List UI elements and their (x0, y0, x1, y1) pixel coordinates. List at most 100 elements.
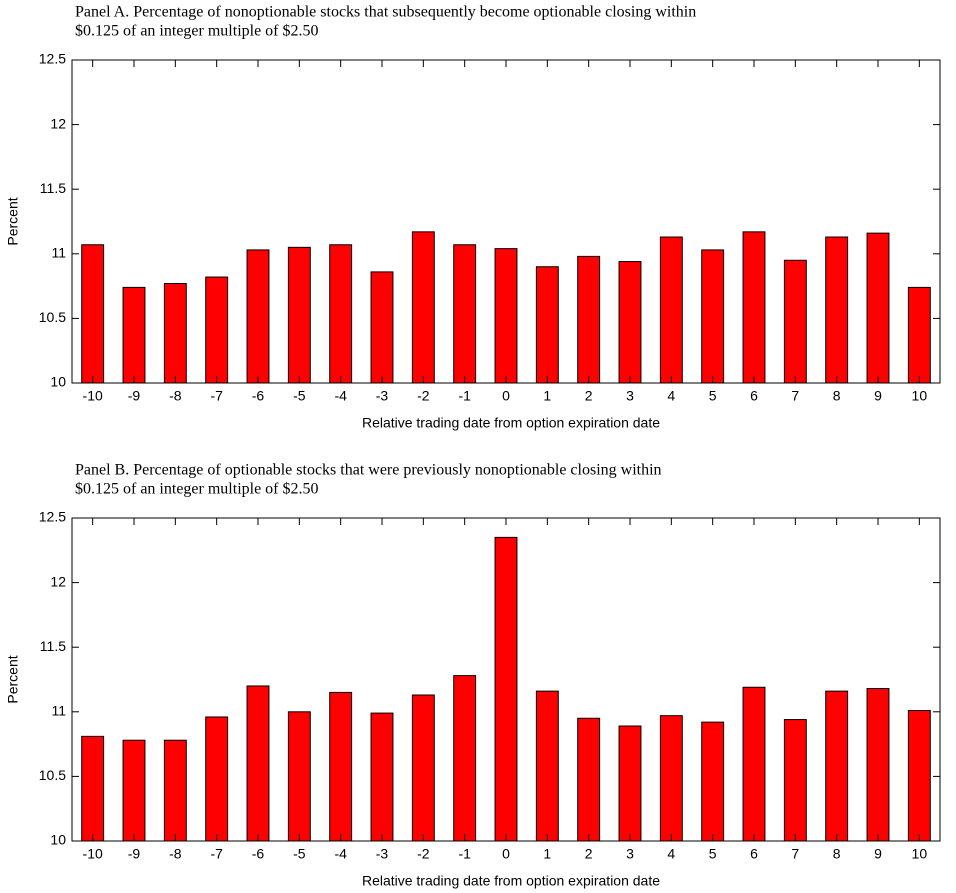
bar (783, 719, 807, 842)
y-axis-label: Percent (5, 197, 21, 245)
x-tick-label: -5 (293, 846, 306, 862)
x-tick-label: 10 (912, 388, 928, 404)
bar (618, 725, 642, 842)
x-tick-label: 9 (874, 846, 882, 862)
x-tick-label: 1 (543, 388, 551, 404)
x-tick-label: -7 (210, 846, 223, 862)
y-tick-label: 12 (50, 573, 66, 589)
bar (411, 694, 435, 842)
bar (370, 712, 394, 842)
x-tick-label: 3 (626, 388, 634, 404)
bar (411, 231, 435, 384)
bar (163, 739, 187, 842)
panel-title: Panel A. Percentage of nonoptionable sto… (75, 4, 696, 21)
x-tick-label: -3 (376, 846, 389, 862)
x-tick-label: -9 (128, 388, 141, 404)
bar (246, 685, 270, 842)
x-tick-label: -1 (458, 388, 471, 404)
x-tick-label: 8 (833, 846, 841, 862)
x-tick-label: 5 (709, 846, 717, 862)
bar (825, 690, 849, 842)
y-tick-label: 10.5 (39, 309, 66, 325)
bar (659, 236, 683, 384)
bar (122, 739, 146, 842)
bar (494, 536, 518, 842)
x-tick-label: 7 (791, 846, 799, 862)
x-tick-label: -6 (252, 388, 265, 404)
bar (329, 691, 353, 842)
x-tick-label: 3 (626, 846, 634, 862)
bar (535, 690, 559, 842)
bar (453, 244, 477, 384)
x-tick-label: -7 (210, 388, 223, 404)
bar (81, 244, 105, 384)
y-tick-label: 11 (51, 245, 66, 261)
x-tick-label: 0 (502, 846, 510, 862)
y-tick-label: 11 (51, 703, 66, 719)
bar (825, 236, 849, 384)
bar (618, 261, 642, 384)
panel-title: Panel B. Percentage of optionable stocks… (75, 462, 662, 479)
bar (287, 246, 311, 384)
x-tick-label: 9 (874, 388, 882, 404)
bar (866, 688, 890, 842)
x-tick-label: 6 (750, 388, 758, 404)
x-tick-label: -10 (83, 846, 103, 862)
bar (535, 266, 559, 384)
bar (246, 249, 270, 384)
x-tick-label: -6 (252, 846, 265, 862)
x-tick-label: -3 (376, 388, 389, 404)
x-tick-label: -8 (169, 846, 182, 862)
x-tick-label: 5 (709, 388, 717, 404)
y-tick-label: 12 (50, 115, 66, 131)
x-tick-label: 2 (585, 846, 593, 862)
bar (659, 715, 683, 842)
bar (577, 717, 601, 842)
panel-title: $0.125 of an integer multiple of $2.50 (75, 23, 319, 40)
bar (577, 255, 601, 384)
bar (866, 232, 890, 384)
x-axis-label: Relative trading date from option expira… (362, 873, 660, 889)
y-tick-label: 10.5 (39, 767, 66, 783)
x-tick-label: -10 (83, 388, 103, 404)
y-axis-label: Percent (5, 655, 21, 703)
bar (701, 721, 725, 842)
y-tick-label: 11.5 (40, 180, 66, 196)
x-tick-label: 4 (667, 846, 675, 862)
bar (205, 276, 229, 384)
bar (907, 710, 931, 842)
bar (81, 735, 105, 842)
x-tick-label: 6 (750, 846, 758, 862)
plot-frame (71, 59, 941, 384)
bar (494, 248, 518, 384)
bar (122, 286, 146, 384)
x-tick-label: 8 (833, 388, 841, 404)
bar (701, 249, 725, 384)
x-tick-label: 1 (543, 846, 551, 862)
bar (205, 716, 229, 842)
x-tick-label: 10 (912, 846, 928, 862)
x-tick-label: -2 (417, 388, 430, 404)
x-tick-label: 2 (585, 388, 593, 404)
x-tick-label: 7 (791, 388, 799, 404)
bar (907, 286, 931, 384)
y-tick-label: 11.5 (40, 638, 66, 654)
x-axis-label: Relative trading date from option expira… (362, 415, 660, 431)
panel-title: $0.125 of an integer multiple of $2.50 (75, 481, 319, 498)
y-tick-label: 10 (50, 374, 66, 390)
bar (370, 271, 394, 384)
x-tick-label: -4 (334, 846, 347, 862)
bar (287, 711, 311, 842)
bar (453, 675, 477, 842)
y-tick-label: 12.5 (39, 509, 66, 525)
x-tick-label: -4 (334, 388, 347, 404)
x-tick-label: 4 (667, 388, 675, 404)
x-tick-label: 0 (502, 388, 510, 404)
y-tick-label: 12.5 (39, 51, 66, 67)
x-tick-label: -1 (458, 846, 471, 862)
y-tick-label: 10 (50, 832, 66, 848)
bar (742, 686, 766, 842)
bar (783, 259, 807, 384)
